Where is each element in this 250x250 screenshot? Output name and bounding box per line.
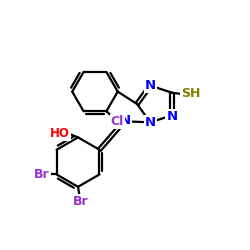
- Text: SH: SH: [181, 88, 200, 101]
- Text: HO: HO: [50, 127, 70, 140]
- Text: N: N: [120, 114, 131, 127]
- Text: N: N: [145, 79, 156, 92]
- Text: Br: Br: [34, 168, 50, 181]
- Text: Br: Br: [73, 195, 88, 208]
- Text: Cl: Cl: [111, 115, 124, 128]
- Text: N: N: [145, 116, 156, 129]
- Text: N: N: [166, 110, 177, 123]
